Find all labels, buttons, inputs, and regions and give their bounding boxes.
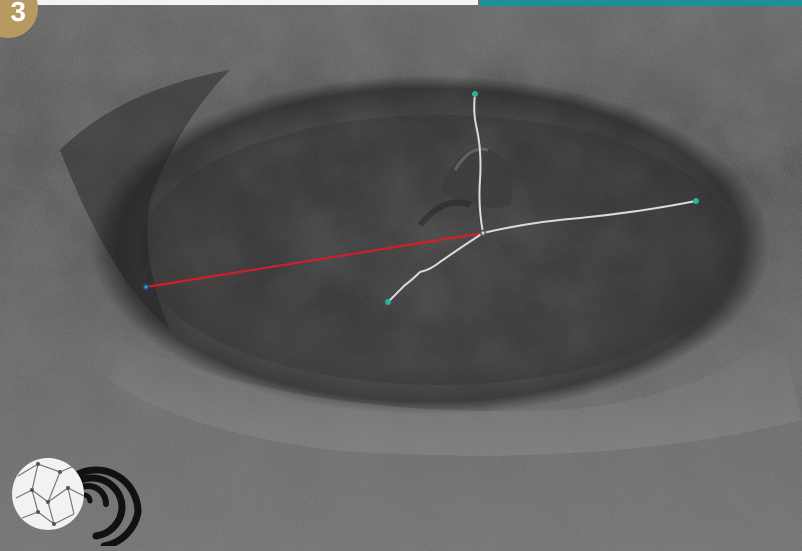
header-strip [0,0,478,5]
path-branch-east[interactable] [482,200,697,234]
path-branch-southwest[interactable] [387,232,484,303]
measure-line[interactable] [145,231,484,289]
waypoint-marker-east[interactable] [693,198,699,204]
globe-spiral-logo [12,458,142,546]
waypoint-marker-southwest[interactable] [385,299,391,305]
crater-basin [90,75,770,415]
waypoint-marker-west[interactable] [142,283,150,291]
waypoint-marker-north[interactable] [472,91,478,97]
waypoint-marker-center[interactable] [479,229,487,237]
accent-bar [480,0,802,6]
path-branch-north[interactable] [473,93,484,234]
